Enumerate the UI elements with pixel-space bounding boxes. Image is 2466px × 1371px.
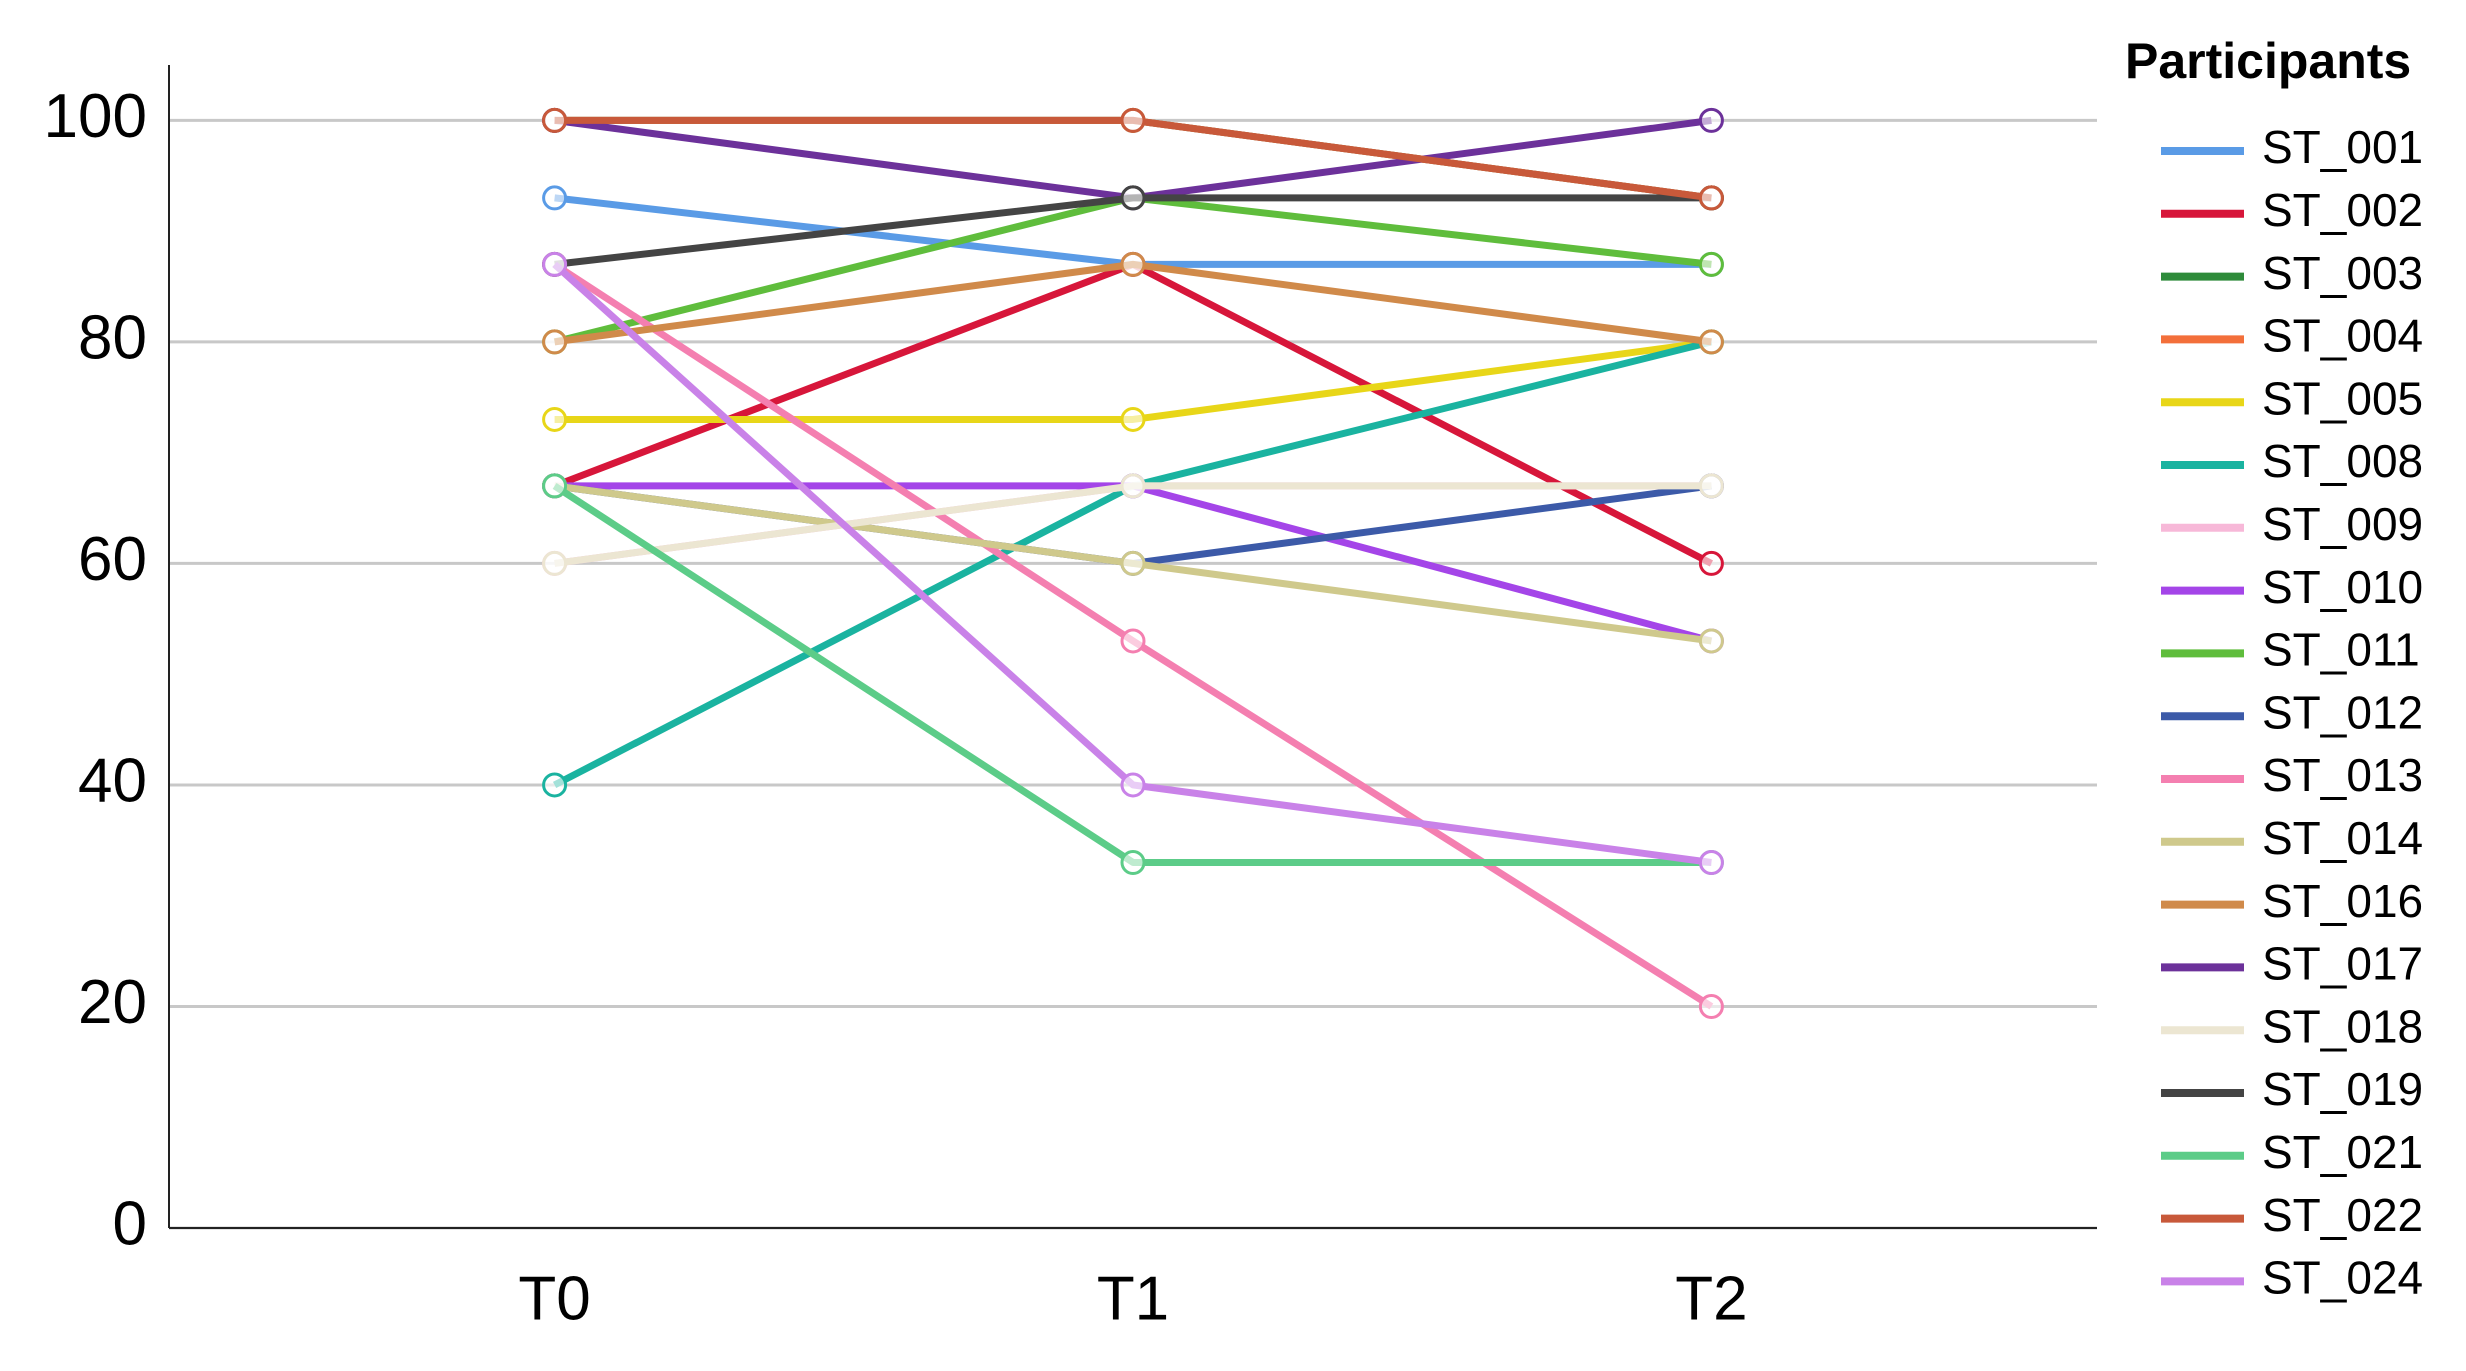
legend-label: ST_003 bbox=[2262, 247, 2423, 299]
legend-label: ST_010 bbox=[2262, 561, 2423, 613]
point-marker bbox=[542, 406, 568, 432]
point-marker bbox=[1120, 185, 1146, 211]
point-marker bbox=[1120, 628, 1146, 654]
x-tick-label: T1 bbox=[1097, 1264, 1169, 1333]
legend-label: ST_013 bbox=[2262, 749, 2423, 801]
point-marker bbox=[1698, 550, 1724, 576]
point-marker bbox=[1698, 329, 1724, 355]
legend-label: ST_014 bbox=[2262, 812, 2423, 864]
point-marker bbox=[542, 251, 568, 277]
point-marker bbox=[1120, 772, 1146, 798]
point-marker bbox=[1698, 107, 1724, 133]
point-marker bbox=[1698, 251, 1724, 277]
legend-label: ST_021 bbox=[2262, 1126, 2423, 1178]
legend-label: ST_001 bbox=[2262, 121, 2423, 173]
x-tick-label: T0 bbox=[518, 1264, 590, 1333]
legend-label: ST_005 bbox=[2262, 372, 2423, 424]
y-tick-label: 100 bbox=[44, 82, 147, 151]
point-marker bbox=[1698, 473, 1724, 499]
y-tick-label: 20 bbox=[78, 968, 147, 1037]
y-tick-label: 60 bbox=[78, 525, 147, 594]
legend-label: ST_009 bbox=[2262, 498, 2423, 550]
point-marker bbox=[542, 329, 568, 355]
point-marker bbox=[1120, 107, 1146, 133]
point-marker bbox=[1698, 993, 1724, 1019]
point-marker bbox=[542, 107, 568, 133]
y-tick-label: 40 bbox=[78, 746, 147, 815]
point-marker bbox=[1120, 550, 1146, 576]
point-marker bbox=[1120, 849, 1146, 875]
legend-label: ST_018 bbox=[2262, 1000, 2423, 1052]
legend-label: ST_008 bbox=[2262, 435, 2423, 487]
legend-label: ST_024 bbox=[2262, 1252, 2423, 1304]
point-marker bbox=[1120, 473, 1146, 499]
legend-label: ST_022 bbox=[2262, 1189, 2423, 1241]
point-marker bbox=[542, 473, 568, 499]
y-tick-label: 80 bbox=[78, 303, 147, 372]
legend-label: ST_019 bbox=[2262, 1063, 2423, 1115]
point-marker bbox=[542, 185, 568, 211]
y-tick-label: 0 bbox=[113, 1189, 147, 1258]
point-marker bbox=[1120, 251, 1146, 277]
legend-title: Participants bbox=[2125, 33, 2411, 89]
point-marker bbox=[1698, 628, 1724, 654]
point-marker bbox=[1698, 849, 1724, 875]
point-marker bbox=[1698, 185, 1724, 211]
legend-label: ST_011 bbox=[2262, 624, 2420, 676]
legend-label: ST_002 bbox=[2262, 184, 2423, 236]
legend-label: ST_012 bbox=[2262, 686, 2423, 738]
point-marker bbox=[1120, 406, 1146, 432]
legend-label: ST_017 bbox=[2262, 938, 2423, 990]
point-marker bbox=[542, 550, 568, 576]
x-tick-label: T2 bbox=[1675, 1264, 1747, 1333]
legend-label: ST_016 bbox=[2262, 875, 2423, 927]
point-marker bbox=[542, 772, 568, 798]
legend-label: ST_004 bbox=[2262, 310, 2423, 362]
